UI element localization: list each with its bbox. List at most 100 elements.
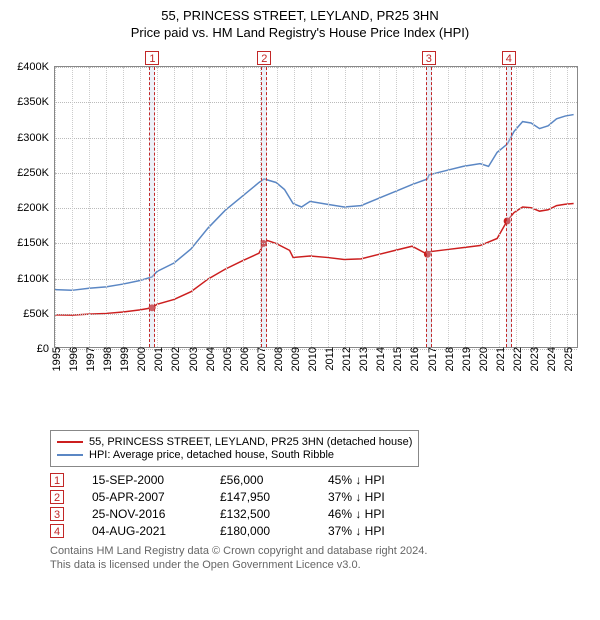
y-tick-label: £100K (17, 273, 55, 285)
sale-marker-number: 2 (257, 51, 271, 65)
x-tick-label: 2009 (286, 347, 302, 371)
legend-item: HPI: Average price, detached house, Sout… (57, 449, 412, 461)
footer-line-1: Contains HM Land Registry data © Crown c… (50, 544, 590, 558)
x-tick-label: 2022 (508, 347, 524, 371)
transaction-number: 3 (50, 507, 64, 521)
transaction-delta: 45% ↓ HPI (328, 473, 418, 487)
x-tick-label: 2008 (269, 347, 285, 371)
transaction-row: 325-NOV-2016£132,50046% ↓ HPI (50, 507, 590, 521)
gridline-v (192, 67, 193, 347)
y-tick-label: £50K (23, 308, 55, 320)
sale-marker-number: 1 (145, 51, 159, 65)
x-tick-label: 2017 (423, 347, 439, 371)
x-tick-label: 2003 (184, 347, 200, 371)
x-tick-label: 2013 (354, 347, 370, 371)
gridline-v (533, 67, 534, 347)
gridline-v (550, 67, 551, 347)
chart-title: 55, PRINCESS STREET, LEYLAND, PR25 3HN (10, 8, 590, 23)
y-tick-label: £200K (17, 202, 55, 214)
gridline-v (499, 67, 500, 347)
gridline-v (243, 67, 244, 347)
x-tick-label: 2007 (252, 347, 268, 371)
gridline-v (362, 67, 363, 347)
x-tick-label: 2004 (201, 347, 217, 371)
x-tick-label: 2006 (235, 347, 251, 371)
x-tick-label: 2023 (525, 347, 541, 371)
plot-area: £0£50K£100K£150K£200K£250K£300K£350K£400… (54, 66, 578, 348)
sale-marker-band (426, 67, 432, 347)
x-tick-label: 1995 (47, 347, 63, 371)
gridline-v (567, 67, 568, 347)
x-tick-label: 2014 (371, 347, 387, 371)
gridline-v (89, 67, 90, 347)
sale-marker-band (506, 67, 512, 347)
gridline-v (345, 67, 346, 347)
gridline-v (516, 67, 517, 347)
x-tick-label: 2024 (542, 347, 558, 371)
hpi-line (55, 115, 574, 291)
legend-label: HPI: Average price, detached house, Sout… (89, 449, 334, 461)
y-tick-label: £250K (17, 167, 55, 179)
transaction-delta: 37% ↓ HPI (328, 490, 418, 504)
chart-subtitle: Price paid vs. HM Land Registry's House … (10, 25, 590, 40)
y-tick-label: £150K (17, 237, 55, 249)
transaction-price: £147,950 (220, 490, 300, 504)
legend-swatch (57, 441, 83, 443)
gridline-v (311, 67, 312, 347)
gridline-v (277, 67, 278, 347)
transaction-row: 115-SEP-2000£56,00045% ↓ HPI (50, 473, 590, 487)
x-tick-label: 2005 (218, 347, 234, 371)
x-tick-label: 2015 (388, 347, 404, 371)
transaction-number: 1 (50, 473, 64, 487)
transaction-date: 04-AUG-2021 (92, 524, 192, 538)
x-tick-label: 2002 (166, 347, 182, 371)
x-tick-label: 2020 (474, 347, 490, 371)
sale-marker-number: 3 (422, 51, 436, 65)
transaction-delta: 46% ↓ HPI (328, 507, 418, 521)
transaction-row: 404-AUG-2021£180,00037% ↓ HPI (50, 524, 590, 538)
x-tick-label: 2012 (337, 347, 353, 371)
y-tick-label: £350K (17, 96, 55, 108)
footer-attribution: Contains HM Land Registry data © Crown c… (50, 544, 590, 573)
x-tick-label: 2016 (405, 347, 421, 371)
transaction-date: 05-APR-2007 (92, 490, 192, 504)
footer-line-2: This data is licensed under the Open Gov… (50, 558, 590, 572)
legend-item: 55, PRINCESS STREET, LEYLAND, PR25 3HN (… (57, 436, 412, 448)
transaction-date: 25-NOV-2016 (92, 507, 192, 521)
x-tick-label: 2010 (303, 347, 319, 371)
gridline-v (55, 67, 56, 347)
transaction-number: 4 (50, 524, 64, 538)
legend-label: 55, PRINCESS STREET, LEYLAND, PR25 3HN (… (89, 436, 412, 448)
x-tick-label: 2021 (491, 347, 507, 371)
sale-marker-band (261, 67, 267, 347)
gridline-v (123, 67, 124, 347)
legend-swatch (57, 454, 83, 456)
sale-marker-number: 4 (502, 51, 516, 65)
gridline-v (379, 67, 380, 347)
transaction-delta: 37% ↓ HPI (328, 524, 418, 538)
x-tick-label: 1999 (115, 347, 131, 371)
gridline-v (413, 67, 414, 347)
gridline-v (140, 67, 141, 347)
gridline-v (482, 67, 483, 347)
gridline-v (106, 67, 107, 347)
gridline-v (448, 67, 449, 347)
sale-marker-band (149, 67, 155, 347)
gridline-v (328, 67, 329, 347)
gridline-v (226, 67, 227, 347)
legend: 55, PRINCESS STREET, LEYLAND, PR25 3HN (… (50, 430, 419, 467)
transaction-price: £56,000 (220, 473, 300, 487)
x-tick-label: 1996 (64, 347, 80, 371)
x-tick-label: 2019 (457, 347, 473, 371)
property-line (55, 204, 574, 316)
y-tick-label: £400K (17, 61, 55, 73)
transaction-number: 2 (50, 490, 64, 504)
gridline-v (72, 67, 73, 347)
transactions-table: 115-SEP-2000£56,00045% ↓ HPI205-APR-2007… (50, 473, 590, 538)
y-tick-label: £300K (17, 132, 55, 144)
transaction-row: 2 05-APR-2007 £147,950 37% ↓ HPI (50, 490, 590, 504)
x-tick-label: 1998 (98, 347, 114, 371)
gridline-v (157, 67, 158, 347)
x-tick-label: 1997 (81, 347, 97, 371)
x-tick-label: 2011 (320, 347, 336, 371)
